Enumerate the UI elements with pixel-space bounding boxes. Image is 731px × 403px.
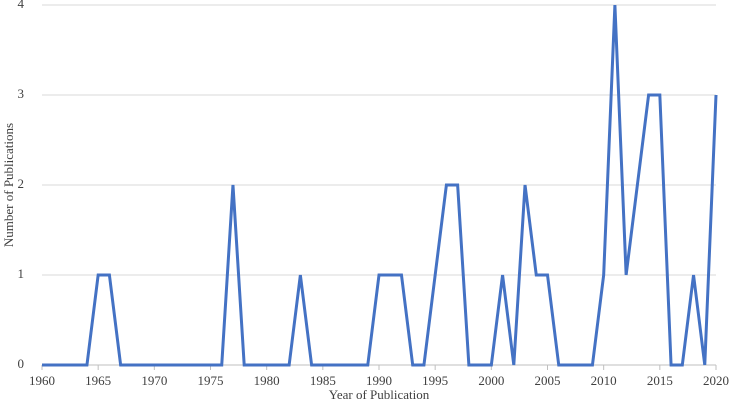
x-axis-label: Year of Publication xyxy=(329,387,430,402)
x-tick-label: 2020 xyxy=(703,373,729,388)
y-tick-label: 3 xyxy=(18,86,25,101)
y-tick-label: 0 xyxy=(18,356,25,371)
x-tick-label: 1975 xyxy=(198,373,224,388)
series-line xyxy=(42,4,718,367)
x-tick-label: 2010 xyxy=(591,373,617,388)
x-tick-label: 1965 xyxy=(85,373,111,388)
x-tick-label: 1985 xyxy=(310,373,336,388)
y-tick-label: 2 xyxy=(18,176,25,191)
y-tick-label: 4 xyxy=(18,0,25,11)
x-tick-label: 2005 xyxy=(535,373,561,388)
y-tick-label: 1 xyxy=(18,266,25,281)
x-tick-label: 2015 xyxy=(647,373,673,388)
x-tick-label: 2000 xyxy=(478,373,504,388)
x-tick-label: 1970 xyxy=(141,373,167,388)
x-tick-label: 1980 xyxy=(254,373,280,388)
y-axis-label: Number of Publications xyxy=(1,123,16,247)
x-tick-label: 1995 xyxy=(422,373,448,388)
x-tick-label: 1960 xyxy=(29,373,55,388)
x-tick-label: 1990 xyxy=(366,373,392,388)
